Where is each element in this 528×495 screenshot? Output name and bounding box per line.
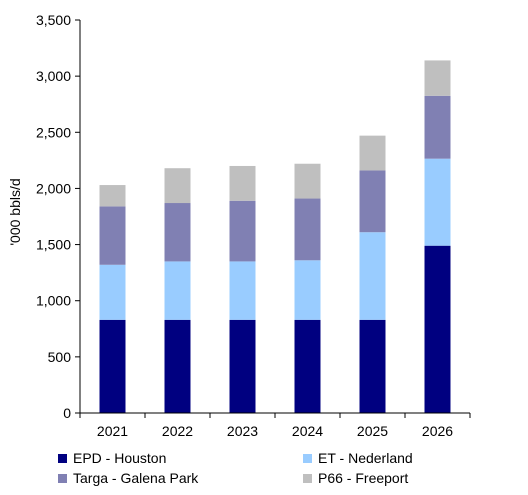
y-tick-label: 2,500 [36, 124, 71, 140]
bar-2023-series-2 [229, 200, 256, 262]
y-tick-label: 1,000 [36, 293, 71, 309]
bar-2021-series-0 [99, 319, 126, 413]
x-tick-label-2021: 2021 [97, 423, 128, 439]
bar-2023-series-1 [229, 261, 256, 320]
bar-2025-series-2 [359, 170, 386, 233]
bar-2024-series-3 [294, 163, 321, 199]
bar-2026-series-1 [424, 158, 451, 246]
y-axis-label: '000 bbls/d [7, 178, 23, 245]
y-tick-label: 2,000 [36, 180, 71, 196]
bar-2021-series-2 [99, 206, 126, 265]
bar-2021-series-3 [99, 185, 126, 207]
bars-group [99, 60, 451, 413]
legend-label: ET - Nederland [318, 450, 413, 466]
legend-swatch [303, 453, 312, 463]
bar-2023-series-3 [229, 165, 256, 201]
bar-2025-series-3 [359, 135, 386, 171]
y-tick-label: 1,500 [36, 237, 71, 253]
bar-2025-series-0 [359, 319, 386, 413]
legend-swatch [58, 453, 67, 463]
bar-2024-series-2 [294, 198, 321, 261]
bar-2022-series-1 [164, 261, 191, 320]
bar-2022-series-3 [164, 168, 191, 204]
bar-2021-series-1 [99, 264, 126, 320]
x-tick-label-2026: 2026 [422, 423, 453, 439]
axes-group: 0 500 1,000 1,500 2,000 2,500 3,000 3,500 2021 20… [36, 12, 471, 439]
bar-2024-series-1 [294, 260, 321, 320]
legend-item-0: EPD - Houston [58, 450, 166, 466]
legend: EPD - Houston ET - Nederland Targa - Galen… [58, 450, 498, 490]
x-tick-label-2025: 2025 [357, 423, 388, 439]
legend-item-1: ET - Nederland [303, 450, 413, 466]
legend-label: Targa - Galena Park [73, 470, 199, 486]
legend-item-3: P66 - Freeport [303, 470, 408, 486]
y-tick-label: 3,500 [36, 12, 71, 28]
y-tick-label: 500 [48, 349, 72, 365]
x-tick-label-2022: 2022 [162, 423, 193, 439]
y-tick-label: 3,000 [36, 68, 71, 84]
bar-2024-series-0 [294, 319, 321, 413]
legend-swatch [58, 473, 67, 483]
bar-2022-series-2 [164, 203, 191, 262]
bar-2026-series-2 [424, 95, 451, 159]
legend-item-2: Targa - Galena Park [58, 470, 198, 486]
bar-2025-series-1 [359, 232, 386, 320]
y-tick-label: 0 [63, 405, 71, 421]
x-tick-label-2024: 2024 [292, 423, 323, 439]
bar-2026-series-0 [424, 245, 451, 413]
bar-2023-series-0 [229, 319, 256, 413]
legend-label: EPD - Houston [73, 450, 167, 466]
chart: 0 500 1,000 1,500 2,000 2,500 3,000 3,500 2021 20… [7, 12, 471, 439]
x-tick-label-2023: 2023 [227, 423, 258, 439]
bar-2022-series-0 [164, 319, 191, 413]
legend-swatch [303, 473, 312, 483]
bar-2026-series-3 [424, 60, 451, 96]
legend-label: P66 - Freeport [318, 470, 409, 486]
